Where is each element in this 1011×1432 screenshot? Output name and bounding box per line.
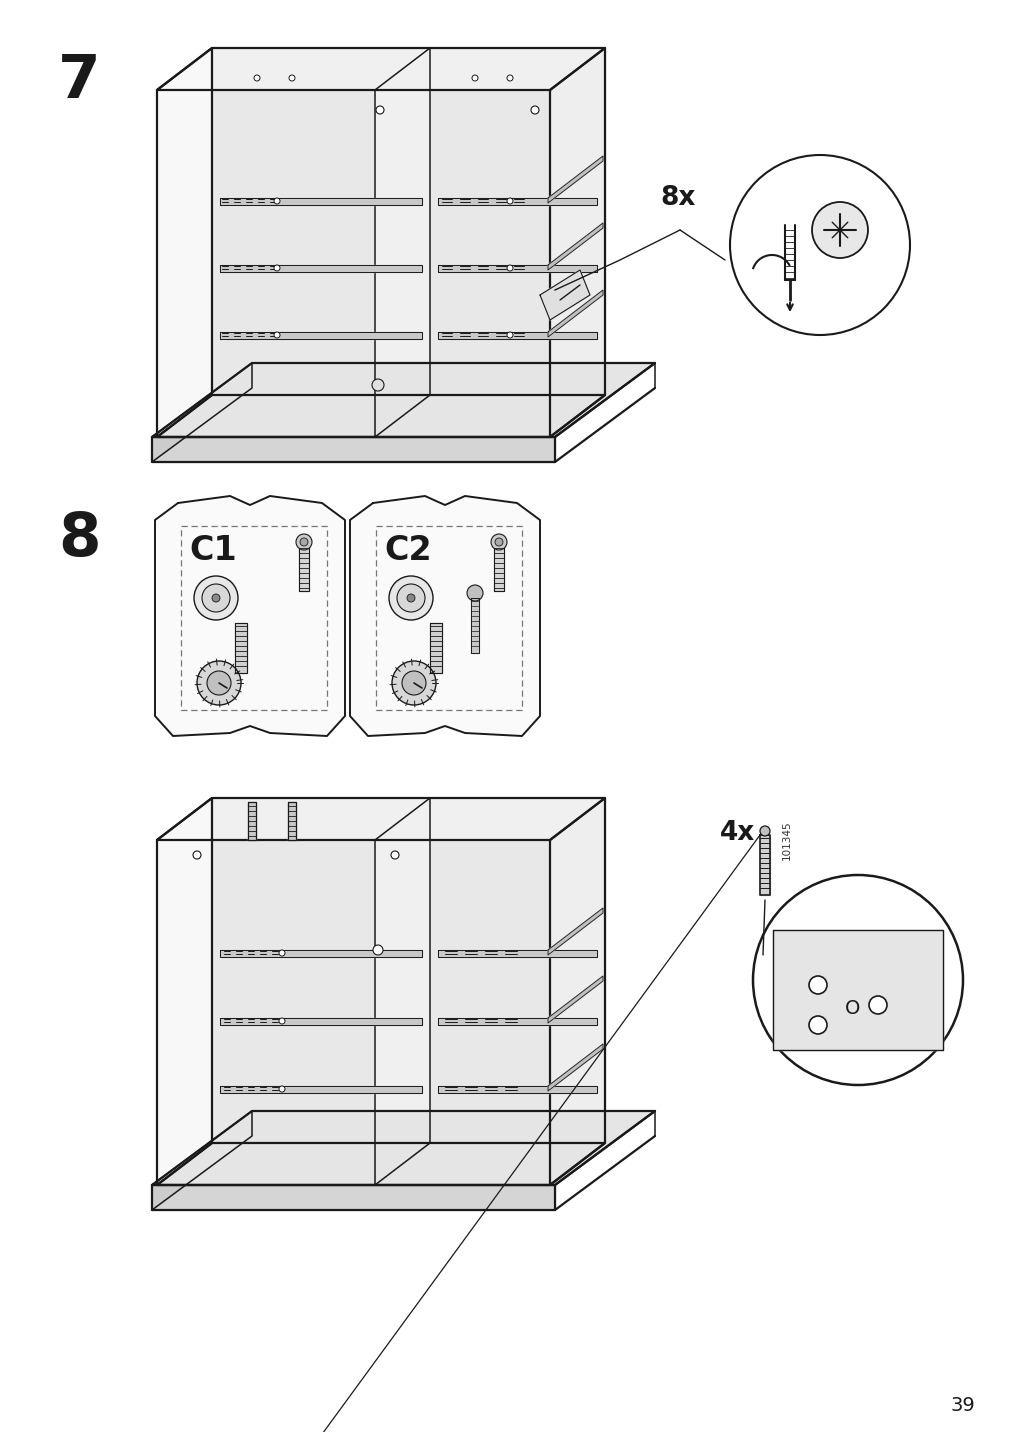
Text: 7: 7: [58, 52, 100, 112]
Text: 39: 39: [949, 1396, 974, 1415]
Polygon shape: [152, 362, 654, 437]
Circle shape: [207, 672, 231, 695]
Circle shape: [396, 584, 425, 611]
Text: C1: C1: [189, 534, 237, 567]
Circle shape: [279, 949, 285, 957]
Circle shape: [391, 662, 436, 705]
Polygon shape: [157, 49, 605, 90]
Circle shape: [254, 74, 260, 82]
Polygon shape: [219, 1018, 422, 1025]
Circle shape: [808, 977, 826, 994]
Polygon shape: [219, 198, 422, 205]
Circle shape: [289, 74, 295, 82]
Polygon shape: [375, 49, 430, 437]
Circle shape: [211, 594, 219, 601]
Text: 8x: 8x: [659, 185, 695, 211]
Polygon shape: [235, 623, 247, 673]
Polygon shape: [219, 332, 422, 339]
Circle shape: [279, 1085, 285, 1093]
Polygon shape: [772, 929, 942, 1050]
Polygon shape: [549, 798, 605, 1186]
Polygon shape: [438, 1018, 596, 1025]
Polygon shape: [152, 437, 554, 463]
Polygon shape: [152, 1111, 252, 1210]
Circle shape: [197, 662, 241, 705]
Circle shape: [507, 74, 513, 82]
Polygon shape: [438, 332, 596, 339]
Circle shape: [759, 826, 769, 836]
Circle shape: [811, 202, 867, 258]
Circle shape: [274, 265, 280, 271]
Circle shape: [868, 997, 886, 1014]
Polygon shape: [438, 949, 596, 957]
Circle shape: [279, 1018, 285, 1024]
Polygon shape: [298, 546, 308, 591]
Polygon shape: [211, 798, 605, 1143]
Circle shape: [376, 106, 383, 115]
Polygon shape: [549, 49, 605, 437]
Circle shape: [390, 851, 398, 859]
Circle shape: [507, 265, 513, 271]
Circle shape: [193, 851, 201, 859]
Circle shape: [372, 379, 383, 391]
Polygon shape: [548, 156, 603, 203]
Polygon shape: [157, 395, 605, 437]
Polygon shape: [152, 362, 252, 463]
Circle shape: [729, 155, 909, 335]
Polygon shape: [430, 623, 442, 673]
Circle shape: [752, 875, 962, 1085]
Polygon shape: [438, 198, 596, 205]
Polygon shape: [248, 802, 256, 841]
Text: 4x: 4x: [719, 821, 754, 846]
Polygon shape: [375, 798, 430, 1186]
Circle shape: [808, 1015, 826, 1034]
Circle shape: [507, 198, 513, 203]
Polygon shape: [219, 265, 422, 272]
Polygon shape: [548, 291, 603, 337]
Polygon shape: [157, 798, 211, 1186]
Circle shape: [388, 576, 433, 620]
Polygon shape: [548, 908, 603, 955]
Polygon shape: [288, 802, 295, 841]
Polygon shape: [548, 977, 603, 1022]
Text: 8: 8: [58, 510, 100, 569]
Circle shape: [406, 594, 415, 601]
Circle shape: [194, 576, 238, 620]
Polygon shape: [157, 49, 211, 437]
Polygon shape: [211, 49, 605, 395]
Circle shape: [295, 534, 311, 550]
Polygon shape: [470, 599, 478, 653]
Circle shape: [490, 534, 507, 550]
Polygon shape: [438, 1085, 596, 1093]
Circle shape: [373, 945, 382, 955]
Circle shape: [531, 106, 539, 115]
Circle shape: [274, 198, 280, 203]
Polygon shape: [548, 223, 603, 271]
Polygon shape: [157, 1143, 605, 1186]
Text: O: O: [844, 998, 859, 1018]
Circle shape: [299, 538, 307, 546]
Circle shape: [466, 586, 482, 601]
Text: C2: C2: [383, 534, 432, 567]
Circle shape: [471, 74, 477, 82]
Circle shape: [494, 538, 502, 546]
Polygon shape: [157, 798, 605, 841]
Circle shape: [274, 332, 280, 338]
Circle shape: [401, 672, 426, 695]
Polygon shape: [155, 495, 345, 736]
Polygon shape: [152, 1186, 554, 1210]
Polygon shape: [152, 1111, 654, 1186]
Polygon shape: [438, 265, 596, 272]
Polygon shape: [540, 271, 589, 319]
Polygon shape: [219, 949, 422, 957]
Circle shape: [507, 332, 513, 338]
Polygon shape: [759, 835, 769, 895]
Polygon shape: [548, 1044, 603, 1091]
Circle shape: [202, 584, 229, 611]
Polygon shape: [219, 1085, 422, 1093]
Polygon shape: [350, 495, 540, 736]
Polygon shape: [493, 546, 503, 591]
Text: 101345: 101345: [782, 821, 792, 859]
